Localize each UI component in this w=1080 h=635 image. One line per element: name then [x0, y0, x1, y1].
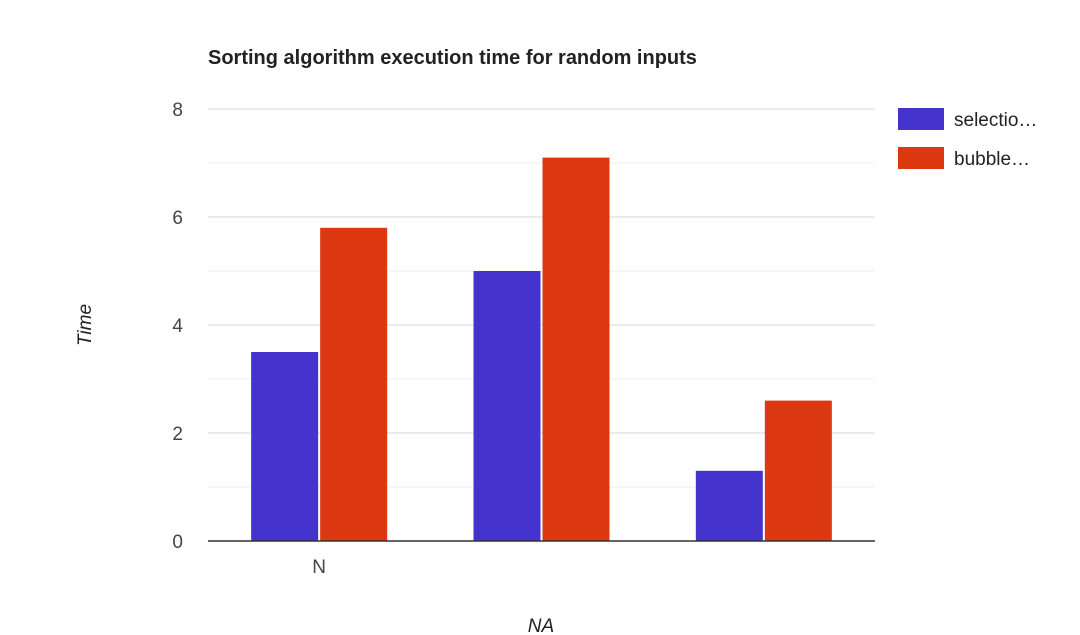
- x-axis-title: NA: [528, 616, 554, 635]
- legend-label: selectio…: [954, 110, 1037, 131]
- y-tick-label: 8: [172, 100, 183, 121]
- legend: selectio… bubble…: [898, 108, 1037, 170]
- x-tick-label: N: [312, 557, 326, 578]
- legend-label: bubble…: [954, 149, 1030, 170]
- y-tick-label: 6: [172, 208, 183, 229]
- y-tick-labels: 0 2 4 6 8: [172, 100, 183, 553]
- bar-bubble: [320, 227, 388, 542]
- bar-selection: [473, 271, 541, 541]
- y-tick-label: 2: [172, 424, 183, 445]
- bars: [251, 157, 832, 542]
- bar-bubble: [764, 400, 832, 541]
- y-axis-title: Time: [75, 304, 96, 346]
- x-tick-labels: N: [312, 557, 326, 578]
- bar-selection: [251, 352, 319, 541]
- y-tick-label: 0: [172, 532, 183, 553]
- legend-swatch: [898, 108, 944, 130]
- y-tick-label: 4: [172, 316, 183, 337]
- bar-bubble: [542, 157, 610, 541]
- legend-swatch: [898, 147, 944, 169]
- gridlines: [208, 108, 875, 488]
- bar-selection: [695, 470, 763, 541]
- chart-title: Sorting algorithm execution time for ran…: [208, 47, 697, 69]
